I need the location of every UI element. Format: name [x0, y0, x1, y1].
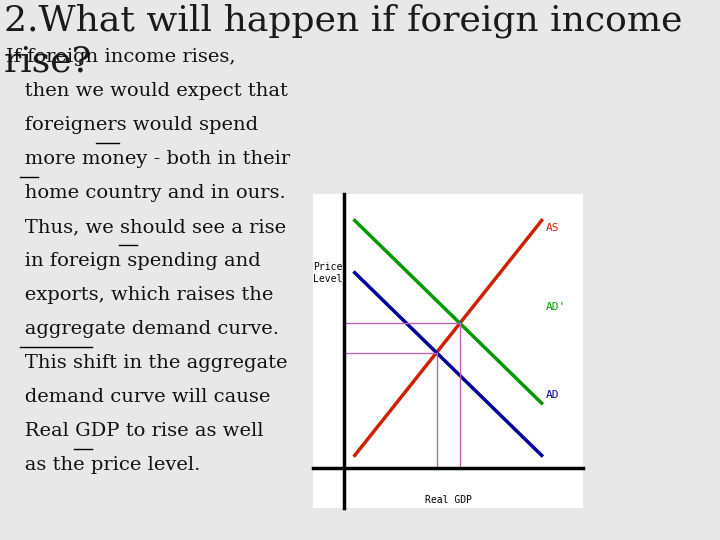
Text: Price
Level: Price Level [313, 262, 343, 284]
Text: aggregate demand curve.: aggregate demand curve. [6, 320, 279, 338]
Text: Real GDP to rise as well: Real GDP to rise as well [6, 422, 264, 440]
Text: If foreign income rises,: If foreign income rises, [6, 48, 235, 66]
Text: This shift in the aggregate: This shift in the aggregate [6, 354, 287, 372]
Text: more money - both in their: more money - both in their [6, 150, 290, 168]
Text: AD: AD [546, 390, 559, 400]
Text: AS: AS [546, 224, 559, 233]
Text: demand curve will cause: demand curve will cause [6, 388, 271, 406]
Text: in foreign spending and: in foreign spending and [6, 252, 261, 270]
Text: 2.What will happen if foreign income: 2.What will happen if foreign income [4, 4, 683, 38]
Text: as the price level.: as the price level. [6, 456, 200, 474]
Text: rise?: rise? [4, 44, 92, 78]
Text: Thus, we should see a rise: Thus, we should see a rise [6, 218, 286, 236]
Text: Real GDP: Real GDP [425, 495, 472, 505]
Text: exports, which raises the: exports, which raises the [6, 286, 274, 304]
Text: then we would expect that: then we would expect that [6, 82, 288, 100]
Text: home country and in ours.: home country and in ours. [6, 184, 286, 202]
Text: foreigners would spend: foreigners would spend [6, 116, 258, 134]
Text: AD': AD' [546, 302, 566, 312]
